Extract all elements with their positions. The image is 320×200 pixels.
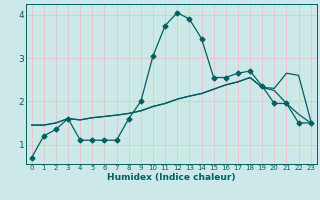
X-axis label: Humidex (Indice chaleur): Humidex (Indice chaleur) — [107, 173, 236, 182]
